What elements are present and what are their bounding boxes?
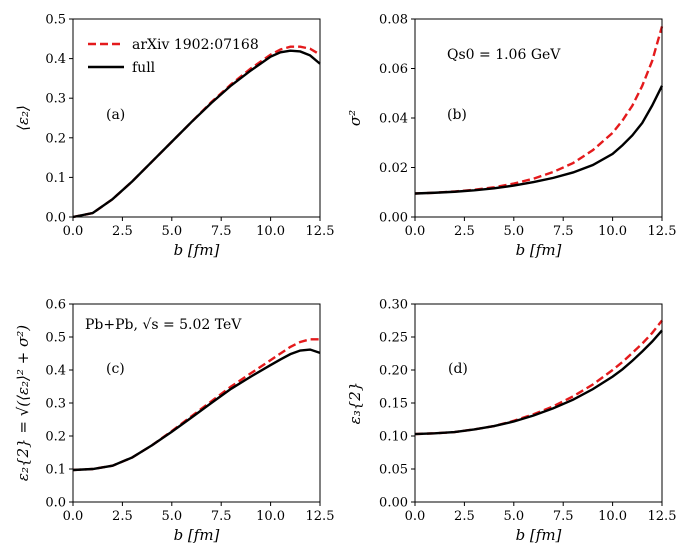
y-tick-label: 0.6	[45, 298, 66, 313]
legend-label-arxiv: arXiv 1902:07168	[132, 37, 259, 53]
x-tick-label: 0.0	[405, 509, 426, 524]
series-line-full	[72, 348, 321, 472]
x-axis-label: b [fm]	[174, 241, 220, 259]
y-tick-label: 0.4	[45, 364, 66, 379]
legend-label-full: full	[132, 60, 156, 76]
series-line-arxiv	[414, 319, 663, 436]
x-tick-label: 2.5	[454, 224, 475, 239]
y-tick-label: 0.3	[45, 397, 66, 412]
x-tick-label: 7.5	[553, 509, 574, 524]
y-tick-label: 0.00	[379, 496, 408, 511]
y-tick-label: 0.30	[379, 298, 408, 313]
y-tick-label: 0.00	[379, 211, 408, 226]
y-tick-label: 0.4	[45, 52, 66, 67]
y-tick-label: 0.2	[45, 430, 66, 445]
y-tick-label: 0.5	[45, 13, 66, 28]
y-tick-label: 0.10	[379, 430, 408, 445]
x-tick-label: 2.5	[112, 224, 133, 239]
y-tick-label: 0.08	[379, 13, 408, 28]
x-tick-label: 12.5	[648, 224, 677, 239]
panel-annotation: Pb+Pb, √s = 5.02 TeV	[85, 317, 242, 333]
y-tick-label: 0.3	[45, 92, 66, 107]
y-tick-label: 0.0	[45, 496, 66, 511]
x-tick-label: 10.0	[598, 509, 627, 524]
panel-a: 0.0 2.5 5.0 7.5 10.0 12.5 0.0 0.1 0.2 0.3 0.4 0.5 b …	[14, 13, 334, 260]
panel-b: 0.0 2.5 5.0 7.5 10.0 12.5 0.00 0.02 0.04 0.06 0.08…	[346, 13, 676, 260]
panel-d: 0.0 2.5 5.0 7.5 10.0 12.5 0.00 0.05 0.10 0.15 0.20…	[346, 298, 676, 545]
x-tick-label: 5.0	[503, 224, 524, 239]
y-tick-label: 0.1	[45, 463, 66, 478]
y-axis-label: σ²	[346, 110, 364, 126]
y-axis-label: ε₃{2}	[346, 382, 364, 425]
y-tick-label: 0.05	[379, 463, 408, 478]
x-tick-label: 7.5	[211, 224, 232, 239]
axes-frame	[72, 18, 321, 218]
y-tick-label: 0.5	[45, 331, 66, 346]
series-line-arxiv	[72, 45, 321, 219]
panel-label: (b)	[447, 107, 467, 123]
x-axis-label: b [fm]	[174, 526, 220, 544]
x-tick-label: 5.0	[503, 509, 524, 524]
x-tick-label: 5.0	[161, 509, 182, 524]
y-tick-label: 0.1	[45, 171, 66, 186]
panel-annotation: Qs0 = 1.06 GeV	[447, 47, 561, 63]
axes-frame	[414, 303, 663, 503]
y-tick-label: 0.2	[45, 131, 66, 146]
y-axis-label: ⟨ε₂⟩	[14, 105, 32, 131]
x-tick-label: 0.0	[405, 224, 426, 239]
x-tick-label: 12.5	[306, 224, 335, 239]
x-tick-label: 7.5	[553, 224, 574, 239]
x-tick-label: 12.5	[306, 509, 335, 524]
x-tick-label: 0.0	[63, 509, 84, 524]
x-tick-label: 0.0	[63, 224, 84, 239]
series-line-full	[414, 329, 663, 436]
y-tick-label: 0.25	[379, 331, 408, 346]
panel-label: (d)	[448, 361, 468, 377]
legend: arXiv 1902:07168 full	[88, 37, 259, 76]
x-axis-label: b [fm]	[516, 526, 562, 544]
series-line-full	[414, 85, 664, 195]
panel-label: (a)	[106, 107, 125, 123]
x-tick-label: 7.5	[211, 509, 232, 524]
x-tick-label: 5.0	[161, 224, 182, 239]
y-tick-label: 0.20	[379, 364, 408, 379]
y-tick-label: 0.02	[379, 161, 408, 176]
x-tick-label: 2.5	[112, 509, 133, 524]
y-tick-label: 0.0	[45, 211, 66, 226]
x-tick-label: 12.5	[648, 509, 677, 524]
x-tick-label: 10.0	[256, 224, 285, 239]
y-tick-label: 0.04	[379, 112, 408, 127]
y-tick-label: 0.06	[379, 62, 408, 77]
x-tick-label: 10.0	[256, 509, 285, 524]
x-tick-label: 10.0	[598, 224, 627, 239]
panel-label: (c)	[106, 361, 125, 377]
x-axis-label: b [fm]	[516, 241, 562, 259]
axes-frame	[72, 303, 321, 503]
series-line-full	[72, 49, 321, 219]
y-axis-label: ε₂{2} = √(⟨ε₂⟩² + σ²)	[14, 325, 32, 481]
panel-c: 0.0 2.5 5.0 7.5 10.0 12.5 0.0 0.1 0.2 0.3 0.4 0.5 0.…	[14, 298, 334, 545]
y-tick-label: 0.15	[379, 397, 408, 412]
x-tick-label: 2.5	[454, 509, 475, 524]
